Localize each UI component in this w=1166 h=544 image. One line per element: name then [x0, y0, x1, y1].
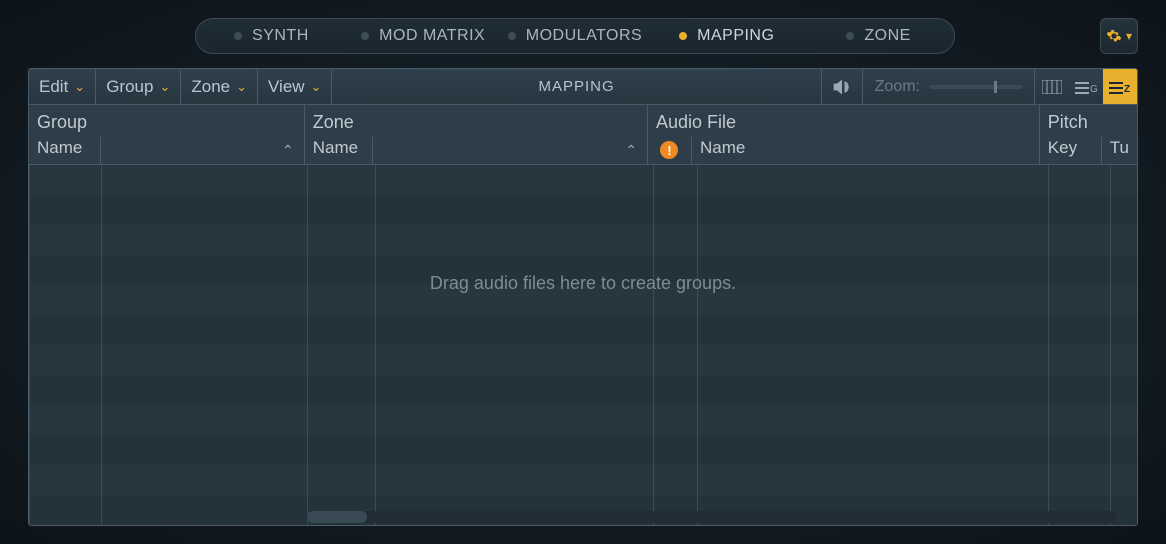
tab-zone[interactable]: ZONE [802, 19, 954, 53]
horizontal-scrollbar[interactable] [307, 511, 1117, 523]
view-zone-list-button[interactable]: Z [1103, 69, 1137, 104]
svg-text:Z: Z [1124, 84, 1130, 94]
tab-label: MOD MATRIX [379, 27, 485, 45]
col-divider [653, 165, 654, 525]
tab-synth[interactable]: SYNTH [196, 19, 347, 53]
col-audio-title[interactable]: Audio File [648, 105, 1039, 137]
col-zone-title[interactable]: Zone [305, 105, 647, 137]
mapping-toolbar: Edit⌄ Group⌄ Zone⌄ View⌄ MAPPING Zoom: G [29, 69, 1137, 105]
col-divider [1110, 165, 1111, 525]
chevron-down-icon: ⌄ [311, 79, 322, 95]
tab-label: MODULATORS [526, 27, 642, 45]
scrollbar-thumb[interactable] [307, 511, 367, 523]
sort-asc-icon: ⌃ [282, 142, 294, 159]
col-group-name2[interactable]: ⌃ [101, 137, 304, 165]
zoom-slider-thumb[interactable] [994, 81, 997, 93]
col-zone: Zone Name ⌃ [305, 105, 648, 164]
col-divider [307, 165, 308, 525]
drop-placeholder: Drag audio files here to create groups. [29, 273, 1137, 294]
col-group-title[interactable]: Group [29, 105, 304, 137]
panel-title: MAPPING [332, 69, 820, 104]
gear-icon [1106, 28, 1122, 44]
tab-mod-matrix[interactable]: MOD MATRIX [347, 19, 499, 53]
warning-icon: ! [660, 141, 678, 159]
view-keymap-button[interactable] [1035, 69, 1069, 104]
view-group-list-button[interactable]: G [1069, 69, 1103, 104]
col-pitch-key[interactable]: Key [1040, 137, 1102, 165]
tab-modulators[interactable]: MODULATORS [499, 19, 651, 53]
chevron-down-icon: ▾ [1126, 29, 1132, 43]
zoom-label: Zoom: [875, 78, 920, 96]
svg-text:G: G [1090, 84, 1097, 94]
col-audio-name[interactable]: Name [692, 137, 1039, 165]
sort-asc-icon: ⌃ [625, 142, 637, 159]
view-mode-toggle: G Z [1034, 69, 1137, 104]
col-divider [29, 165, 30, 525]
col-pitch-title[interactable]: Pitch [1040, 105, 1137, 137]
menu-view[interactable]: View⌄ [258, 69, 332, 104]
zone-list-icon: Z [1109, 80, 1131, 94]
col-audio-status[interactable]: ! [648, 137, 692, 165]
menu-group[interactable]: Group⌄ [96, 69, 181, 104]
col-divider [697, 165, 698, 525]
tab-label: ZONE [864, 27, 910, 45]
col-zone-name2[interactable]: ⌃ [373, 137, 647, 165]
toolbar-right: Zoom: G Z [821, 69, 1137, 104]
settings-menu-button[interactable]: ▾ [1100, 18, 1138, 54]
col-divider [1048, 165, 1049, 525]
column-headers: Group Name ⌃ Zone Name ⌃ A [29, 105, 1137, 165]
preview-audio-button[interactable] [821, 69, 862, 104]
col-pitch: Pitch Key Tu [1040, 105, 1137, 164]
tab-label: MAPPING [697, 27, 774, 45]
col-group-name[interactable]: Name [29, 137, 101, 165]
zoom-slider-track[interactable] [930, 85, 1022, 89]
keymap-icon [1042, 80, 1062, 94]
mapping-panel: Edit⌄ Group⌄ Zone⌄ View⌄ MAPPING Zoom: G [28, 68, 1138, 526]
col-group: Group Name ⌃ [29, 105, 305, 164]
menu-zone[interactable]: Zone⌄ [181, 69, 258, 104]
col-zone-name[interactable]: Name [305, 137, 373, 165]
group-list-icon: G [1075, 80, 1097, 94]
col-audio: Audio File ! Name [648, 105, 1040, 164]
mapping-body[interactable]: Drag audio files here to create groups. [29, 165, 1137, 525]
row-stripes [29, 165, 1137, 525]
chevron-down-icon: ⌄ [236, 79, 247, 95]
chevron-down-icon: ⌄ [74, 79, 85, 95]
section-tabs: SYNTH MOD MATRIX MODULATORS MAPPING ZONE [195, 18, 955, 54]
menu-edit[interactable]: Edit⌄ [29, 69, 96, 104]
col-pitch-tune[interactable]: Tu [1102, 137, 1137, 165]
col-divider [101, 165, 102, 525]
zoom-control[interactable]: Zoom: [862, 69, 1034, 104]
col-divider [375, 165, 376, 525]
chevron-down-icon: ⌄ [159, 79, 170, 95]
speaker-icon [832, 79, 852, 95]
tab-label: SYNTH [252, 27, 309, 45]
tab-mapping[interactable]: MAPPING [650, 19, 802, 53]
